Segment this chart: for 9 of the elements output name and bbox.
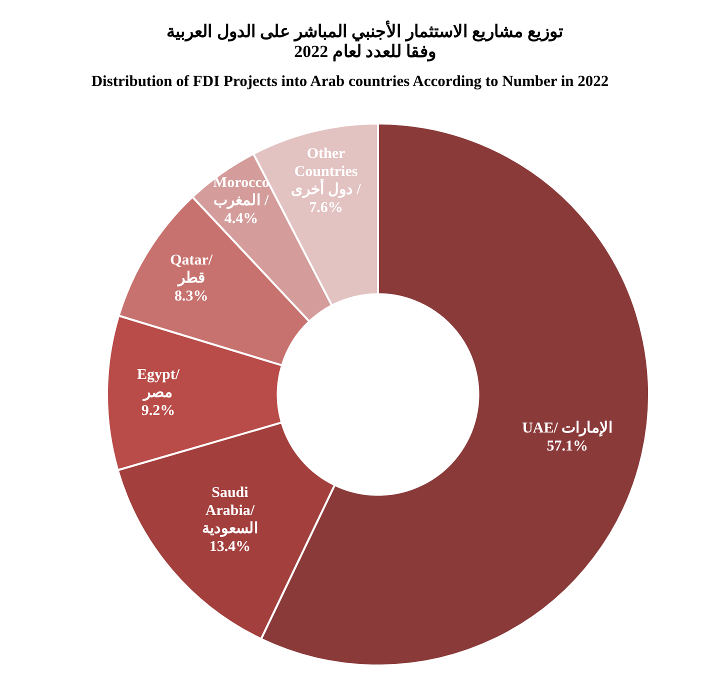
slice-label: UAE/ الإمارات <box>522 420 613 436</box>
data-label: 57.1% <box>546 438 588 454</box>
data-label: 9.2% <box>141 402 176 419</box>
data-label: 8.3% <box>174 288 208 304</box>
data-label: 7.6% <box>309 200 343 216</box>
data-label: 4.4% <box>224 211 258 228</box>
chart-title: توزيع مشاريع الاستثمار الأجنبي المباشر على الدول العربية وفقا للعدد لعام 2022 <box>166 22 564 62</box>
chart-subtitle: Distribution of FDI Projects into Arab countries According to Number in 2022 <box>90 72 610 92</box>
data-label: 13.4% <box>209 539 251 556</box>
